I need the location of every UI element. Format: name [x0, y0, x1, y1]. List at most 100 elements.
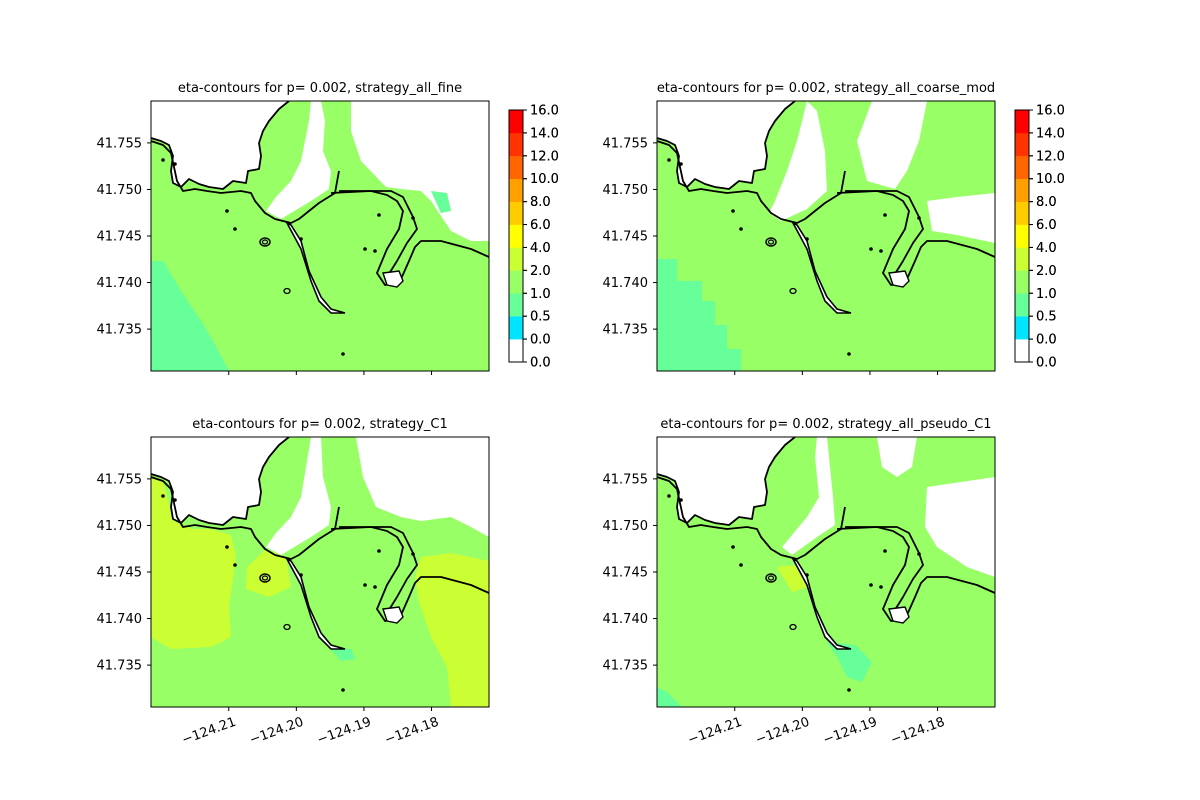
- rock: [847, 352, 851, 356]
- colorbar-tick-label: 0.0: [1036, 333, 1057, 348]
- y-tick-label: 41.740: [603, 612, 649, 627]
- rock: [847, 688, 851, 692]
- land-region: [657, 437, 795, 525]
- colorbar-tick-label: 1.0: [1036, 287, 1057, 302]
- coastline: [657, 140, 846, 224]
- colorbar-tick-label: 2.0: [1036, 264, 1057, 279]
- rock: [373, 249, 377, 253]
- colorbar-band: [509, 201, 523, 225]
- colorbar-frame: [508, 109, 524, 363]
- colorbar-tick-label: 14.0: [1036, 126, 1065, 141]
- colorbar-tick-label: 6.0: [530, 218, 551, 233]
- colorbar-tick-label: 8.0: [530, 195, 551, 210]
- colorbar-tick-label: 2.0: [1036, 264, 1057, 279]
- colorbar-band: [509, 178, 523, 202]
- rock: [679, 498, 683, 502]
- plot-area: [151, 437, 489, 707]
- dry-region: [356, 437, 489, 537]
- x-tick-label: −124.20: [754, 715, 812, 748]
- colorbar-tick-label: 1.0: [530, 287, 551, 302]
- colorbar-band: [509, 270, 523, 294]
- colorbar-band: [509, 132, 523, 157]
- plot-area: [657, 437, 995, 707]
- rock: [879, 585, 883, 589]
- colorbar-band: [1015, 247, 1029, 271]
- colorbar-tick-label: 16.0: [1036, 104, 1065, 119]
- coastline: [151, 476, 340, 560]
- dry-region: [857, 101, 927, 189]
- island: [382, 270, 404, 288]
- rock: [225, 545, 229, 549]
- rock: [869, 247, 873, 251]
- y-tick-label: 41.745: [603, 230, 649, 245]
- colorbar-band: [1015, 178, 1029, 202]
- band-4-6: [415, 553, 489, 707]
- x-tick-label: −124.19: [821, 715, 879, 748]
- colorbar-tick-label: 6.0: [530, 218, 551, 233]
- colorbar-tick-label: 4.0: [530, 241, 551, 256]
- colorbar-tick-label: 8.0: [1036, 195, 1057, 210]
- y-tick-label: 41.750: [97, 519, 143, 534]
- colorbar-tick-label: 12.0: [1036, 149, 1065, 164]
- colorbar-tick-label: 0.5: [530, 310, 551, 325]
- rock: [173, 498, 177, 502]
- land-region: [657, 101, 795, 189]
- x-tick-label: −124.18: [889, 715, 947, 748]
- colorbar-tick-label: 4.0: [1036, 241, 1057, 256]
- rock: [363, 583, 367, 587]
- colorbar-tick-label: 8.0: [530, 195, 551, 210]
- y-tick-label: 41.745: [97, 566, 143, 581]
- colorbar-band: [509, 316, 523, 340]
- land-region: [151, 101, 289, 189]
- y-tick-label: 41.750: [97, 183, 143, 198]
- colorbar-band: [1015, 270, 1029, 294]
- colorbar-tick-label: 1.0: [1036, 287, 1057, 302]
- island: [789, 287, 797, 295]
- breakwater: [836, 190, 910, 286]
- rock: [731, 209, 735, 213]
- colorbar-tick-label: 10.0: [530, 172, 559, 187]
- colorbar-tick-label: 6.0: [1036, 218, 1057, 233]
- colorbar-tick-label: 0.0: [530, 333, 551, 348]
- y-tick-label: 41.755: [97, 136, 143, 151]
- colorbar-tick-label: 0.0: [530, 356, 551, 371]
- colorbar: 0.0 0.0 0.5 1.0 2.0 4.0 6.0 8.0 10.0 12.0 14.0 16.0: [508, 104, 559, 371]
- plot-area: [151, 101, 489, 371]
- colorbar-tick-label: 2.0: [530, 264, 551, 279]
- colorbar-tick-label: 16.0: [530, 104, 559, 119]
- rock: [173, 162, 177, 166]
- colorbar-tick-label: 0.5: [1036, 310, 1057, 325]
- panel-1: eta-contours for p= 0.002, strategy_all_…: [97, 81, 559, 375]
- colorbar-tick-label: 0.0: [530, 333, 551, 348]
- rock: [233, 563, 237, 567]
- island: [765, 237, 777, 247]
- rock: [667, 494, 671, 498]
- colorbar-tick-label: 6.0: [1036, 218, 1057, 233]
- x-tick-label: −124.21: [180, 715, 238, 748]
- x-tick-label: −124.20: [248, 715, 306, 748]
- island: [261, 575, 269, 581]
- breakwater: [330, 190, 404, 286]
- colorbar-band: [1015, 155, 1029, 180]
- rock: [917, 216, 921, 220]
- chart-title: eta-contours for p= 0.002, strategy_all_…: [660, 417, 991, 432]
- colorbar-tick-label: 0.0: [530, 356, 551, 371]
- y-tick-label: 41.735: [97, 659, 143, 674]
- y-tick-label: 41.735: [97, 323, 143, 338]
- colorbar-tick-label: 16.0: [1036, 104, 1065, 119]
- colorbar-tick-label: 8.0: [1036, 195, 1057, 210]
- rock: [341, 688, 345, 692]
- dry-region: [927, 193, 995, 243]
- y-tick-label: 41.740: [603, 276, 649, 291]
- breakwater: [836, 526, 910, 622]
- y-tick-label: 41.735: [603, 659, 649, 674]
- rock: [411, 216, 415, 220]
- rock: [883, 213, 887, 217]
- colorbar-tick-label: 0.5: [530, 310, 551, 325]
- colorbar-tick-label: 1.0: [530, 287, 551, 302]
- rock: [341, 352, 345, 356]
- colorbar: 0.0 0.0 0.5 1.0 2.0 4.0 6.0 8.0 10.0 12.0 14.0 16.0: [1014, 104, 1065, 371]
- dry-region: [925, 477, 995, 577]
- colorbar-band: [509, 293, 523, 317]
- band-1-2: [329, 647, 356, 661]
